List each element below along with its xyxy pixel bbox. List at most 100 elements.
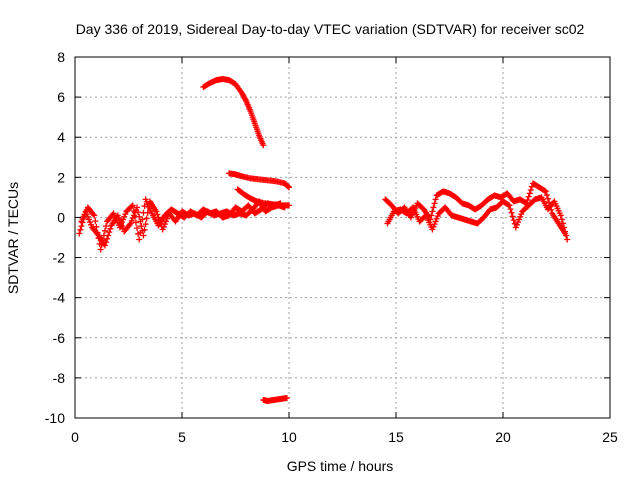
- data-point: [428, 212, 435, 219]
- data-point: [564, 236, 571, 243]
- data-point: [76, 230, 83, 237]
- data-point: [77, 226, 84, 233]
- data-point: [116, 224, 123, 231]
- series-cluster-morning-2: [78, 196, 284, 253]
- y-tick-label: 0: [57, 209, 65, 225]
- series-cluster-evening-2: [384, 194, 571, 243]
- data-point: [283, 394, 290, 401]
- data-point: [104, 235, 111, 242]
- data-point: [93, 223, 100, 230]
- data-point: [509, 213, 516, 220]
- data-point: [260, 142, 267, 149]
- data-point: [88, 221, 95, 228]
- data-point: [285, 183, 292, 190]
- data-point: [139, 216, 146, 223]
- data-point: [563, 232, 570, 239]
- data-point: [507, 206, 514, 213]
- data-point: [141, 226, 148, 233]
- data-point: [128, 203, 135, 210]
- data-point: [90, 211, 97, 218]
- data-point: [101, 242, 108, 249]
- data-point: [103, 223, 110, 230]
- data-point: [559, 220, 566, 227]
- data-point: [126, 221, 133, 228]
- series-arc-high: [200, 76, 267, 149]
- data-point: [525, 193, 532, 200]
- x-tick-label: 10: [281, 429, 297, 445]
- data-point: [128, 217, 135, 224]
- data-point: [517, 213, 524, 220]
- data-point: [106, 229, 113, 236]
- data-point: [513, 221, 520, 228]
- data-point: [134, 225, 141, 232]
- data-point: [142, 221, 149, 228]
- data-point: [135, 209, 142, 216]
- data-point: [429, 226, 436, 233]
- data-point: [153, 208, 160, 215]
- data-point: [508, 209, 515, 216]
- data-point: [562, 228, 569, 235]
- data-point: [510, 217, 517, 224]
- data-point: [121, 213, 128, 220]
- data-point: [154, 211, 161, 218]
- y-tick-label: 6: [57, 89, 65, 105]
- series-arc-low: [260, 394, 290, 404]
- data-point: [544, 195, 551, 202]
- y-axis-label: SDTVAR / TECUs: [5, 182, 21, 294]
- data-point: [434, 213, 441, 220]
- data-point: [98, 241, 105, 248]
- data-point: [281, 204, 288, 211]
- y-tick-label: -10: [45, 410, 65, 426]
- x-tick-label: 5: [178, 429, 186, 445]
- data-point: [122, 211, 129, 218]
- data-point: [129, 202, 136, 209]
- data-point: [119, 219, 126, 226]
- data-point: [431, 200, 438, 207]
- data-point: [518, 211, 525, 218]
- axis-ticks: 0 5 10 15 20 25 -10 -8 -6 -4 -2 0 2 4 6 8: [45, 49, 618, 445]
- data-point: [162, 218, 169, 225]
- data-point: [137, 229, 144, 236]
- data-point: [99, 237, 106, 244]
- data-point: [516, 216, 523, 223]
- data-point: [542, 188, 549, 195]
- data-point: [432, 218, 439, 225]
- x-tick-label: 20: [495, 429, 511, 445]
- data-point: [138, 223, 145, 230]
- data-point: [159, 226, 166, 233]
- data-point: [431, 221, 438, 228]
- data-point: [101, 227, 108, 234]
- data-point: [91, 212, 98, 219]
- data-point: [277, 200, 284, 207]
- data-point: [130, 208, 137, 215]
- data-point: [140, 232, 147, 239]
- chart-title: Day 336 of 2019, Sidereal Day-to-day VTE…: [76, 21, 585, 37]
- series-layer: [76, 76, 571, 404]
- data-point: [429, 208, 436, 215]
- x-axis-label: GPS time / hours: [287, 458, 394, 474]
- data-point: [286, 202, 292, 209]
- data-point: [118, 221, 125, 228]
- data-point: [107, 225, 114, 232]
- data-point: [557, 212, 564, 219]
- data-point: [541, 187, 548, 194]
- data-point: [543, 192, 550, 199]
- data-point: [430, 223, 437, 230]
- data-point: [432, 196, 439, 203]
- data-point: [506, 202, 513, 209]
- x-tick-label: 0: [71, 429, 79, 445]
- y-tick-label: 2: [57, 169, 65, 185]
- data-point: [560, 224, 567, 231]
- data-point: [140, 209, 147, 216]
- y-tick-label: 8: [57, 49, 65, 65]
- data-point: [526, 190, 533, 197]
- data-point: [134, 204, 141, 211]
- data-point: [514, 219, 521, 226]
- data-point: [136, 236, 143, 243]
- y-tick-label: -4: [53, 290, 66, 306]
- data-point: [97, 246, 104, 253]
- grid: [75, 57, 610, 418]
- data-point: [430, 204, 437, 211]
- data-point: [143, 215, 150, 222]
- data-point: [527, 187, 534, 194]
